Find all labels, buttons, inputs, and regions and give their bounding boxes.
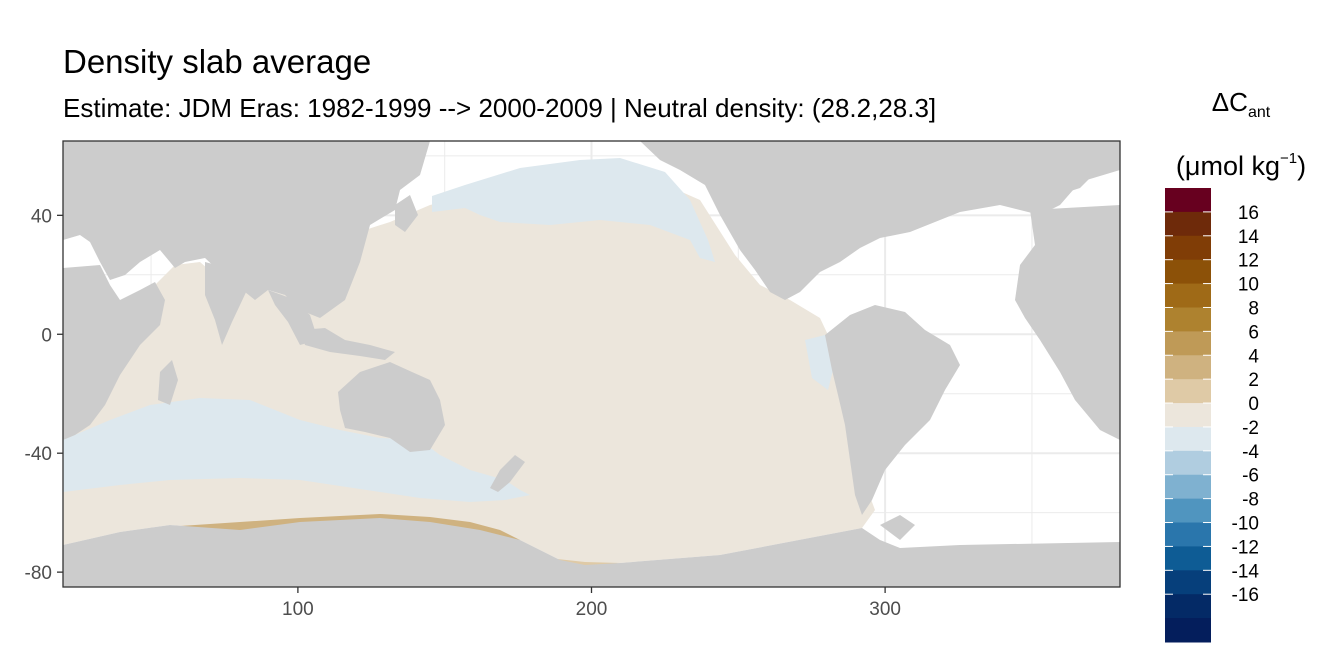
ocean-field-negative-peru (805, 335, 835, 390)
legend-color-swatch (1165, 235, 1211, 261)
legend-break-label: -16 (1232, 585, 1259, 606)
legend-color-swatch (1165, 403, 1211, 428)
legend-color-swatch (1165, 498, 1211, 524)
x-tick-label: 200 (576, 599, 608, 620)
y-tick-label: -80 (25, 563, 52, 584)
map-layers (63, 141, 1120, 587)
legend-break-label: 14 (1238, 227, 1260, 248)
ocean-field-negative-north-pacific (432, 158, 715, 262)
legend-color-swatch (1165, 426, 1211, 452)
legend-color-swatch (1165, 450, 1211, 476)
legend-color-swatch (1165, 307, 1211, 332)
legend-color-swatch (1165, 259, 1211, 285)
legend-color-swatch (1165, 594, 1211, 619)
legend-colorbar: 16 14 12 108 6 4 2 0 -2 -4 -6 -8 -10-12 -14 -16 (1165, 188, 1259, 643)
land-madagascar (158, 360, 178, 405)
legend-break-label: -4 (1242, 442, 1259, 463)
legend-break-label: 8 (1248, 298, 1259, 319)
legend-title-sub: ant (1247, 104, 1271, 121)
legend-break-label: -8 (1242, 490, 1259, 511)
legend-title: ΔCant (μmol kg−1) (1150, 86, 1332, 182)
chart-title: Density slab average (63, 43, 372, 80)
legend-color-swatch (1165, 211, 1211, 237)
x-tick-label: 300 (869, 599, 901, 620)
land-north-america (640, 141, 1120, 300)
land-indonesia (300, 328, 395, 360)
land-australia (338, 362, 445, 452)
chart-subtitle: Estimate: JDM Eras: 1982-1999 --> 2000-2… (63, 93, 937, 123)
land-india (205, 262, 248, 345)
legend-break-label: 16 (1238, 203, 1259, 224)
legend-break-label: -10 (1232, 514, 1259, 535)
legend-color-swatch (1165, 546, 1211, 571)
legend-color-swatch (1165, 379, 1211, 404)
ocean-field-negative-southern (63, 398, 530, 502)
legend-break-label: 6 (1248, 322, 1259, 343)
legend-color-swatch (1165, 355, 1211, 380)
x-tick-label: 100 (282, 599, 314, 620)
legend-color-swatch (1165, 188, 1211, 213)
land-eurasia (63, 141, 430, 318)
land-south-america (825, 305, 960, 515)
y-tick-label: 0 (41, 325, 52, 346)
legend-break-label: 4 (1248, 346, 1259, 367)
legend-color-swatch (1165, 522, 1211, 547)
map-panel (62, 140, 1121, 588)
legend-color-swatch (1165, 331, 1211, 356)
land-antarctica (63, 518, 1120, 587)
land-japan (395, 195, 418, 232)
legend-break-label: -2 (1242, 418, 1259, 439)
legend-break-label: 12 (1238, 251, 1259, 272)
y-tick-label: -40 (25, 444, 52, 465)
legend-break-label: 10 (1238, 275, 1259, 296)
legend-unit-suffix: ) (1297, 151, 1307, 181)
land-europe-africa-east (1015, 205, 1120, 440)
legend-break-label: -12 (1232, 537, 1259, 558)
legend-title-main: ΔC (1211, 87, 1248, 117)
legend-color-swatch (1165, 618, 1211, 643)
legend-unit-sup: −1 (1279, 150, 1298, 167)
land-new-zealand (490, 455, 525, 492)
land-africa (63, 265, 165, 440)
legend-break-label: -6 (1242, 466, 1259, 487)
legend-unit-prefix: (μmol kg (1175, 151, 1280, 181)
y-tick-label: 40 (31, 206, 52, 227)
land-antarctic-peninsula (880, 515, 915, 540)
legend-break-label: 0 (1248, 394, 1259, 415)
legend-color-swatch (1165, 474, 1211, 500)
legend-color-swatch (1165, 570, 1211, 595)
land-greenland (1000, 141, 1110, 196)
legend-break-label: -14 (1232, 561, 1260, 582)
legend-break-label: 2 (1248, 370, 1259, 391)
legend-color-swatch (1165, 283, 1211, 308)
